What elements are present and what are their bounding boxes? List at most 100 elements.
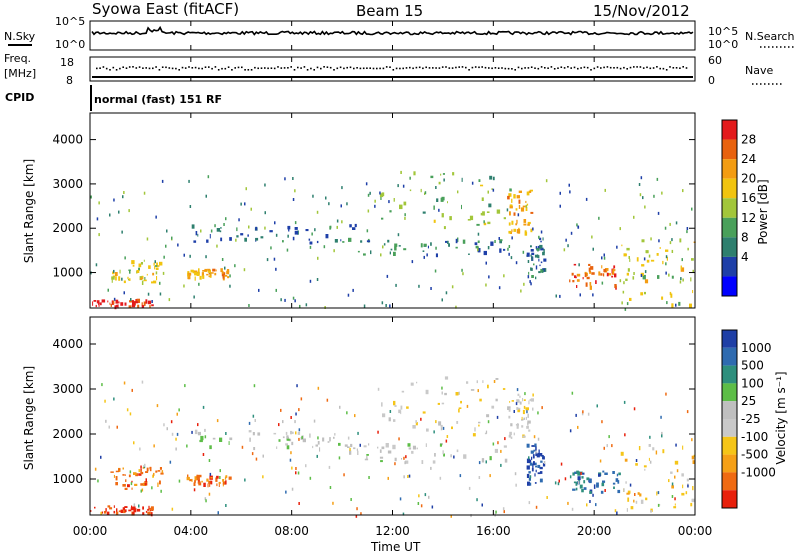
scatter-cell [579, 293, 581, 297]
scatter-cell [455, 305, 457, 309]
scatter-cell [487, 221, 491, 225]
scatter-cell [410, 382, 414, 386]
scatter-cell [389, 304, 391, 308]
scatter-cell [219, 437, 223, 442]
scatter-cell [531, 445, 535, 447]
scatter-cell [258, 288, 260, 292]
scatter-cell [118, 301, 120, 304]
nave-dot [273, 67, 276, 70]
scatter-cell [484, 432, 487, 435]
scatter-cell [159, 292, 162, 296]
scatter-cell [132, 300, 134, 304]
scatter-cell [282, 420, 284, 424]
scatter-cell [650, 259, 655, 262]
scatter-cell [515, 261, 518, 265]
scatter-cell [574, 471, 577, 474]
scatter-cell [666, 256, 668, 261]
scatter-cell [297, 431, 301, 435]
scatter-cell [119, 269, 121, 274]
nave-dot [590, 69, 592, 71]
scatter-cell [216, 483, 218, 487]
scatter-cell [537, 472, 541, 475]
scatter-cell [381, 446, 385, 450]
scatter-cell [500, 463, 502, 467]
scatter-cell [516, 407, 519, 410]
scatter-cell [529, 189, 533, 192]
scatter-cell [514, 472, 517, 476]
scatter-cell [197, 431, 201, 436]
scatter-cell [567, 501, 569, 505]
scatter-cell [221, 271, 224, 274]
scatter-cell [534, 482, 537, 484]
scatter-cell [461, 268, 463, 272]
scatter-cell [291, 487, 294, 491]
nave-dot [659, 67, 661, 70]
scatter-cell [604, 489, 606, 492]
scatter-cell [478, 424, 480, 427]
scatter-cell [563, 248, 566, 252]
scatter-cell [539, 244, 543, 249]
scatter-cell [625, 481, 627, 484]
scatter-cell [515, 208, 518, 211]
scatter-cell [424, 191, 427, 195]
scatter-cell [555, 294, 557, 298]
scatter-cell [340, 239, 342, 242]
scatter-cell [234, 264, 236, 268]
colorbar-segment [722, 139, 737, 160]
scatter-cell [155, 470, 158, 473]
scatter-cell [134, 483, 138, 486]
scatter-cell [586, 503, 588, 507]
scatter-cell [629, 258, 631, 262]
scatter-cell [601, 420, 603, 424]
scatter-cell [202, 405, 205, 409]
scatter-cell [292, 177, 294, 180]
scatter-cell [398, 245, 401, 247]
scatter-cell [357, 431, 359, 435]
scatter-cell [409, 176, 411, 180]
scatter-cell [154, 265, 156, 270]
scatter-cell [433, 205, 435, 210]
scatter-cell [442, 450, 444, 455]
scatter-cell [626, 272, 629, 276]
nave-dot [303, 66, 306, 68]
scatter-cell [614, 509, 617, 513]
scatter-cell [516, 388, 519, 392]
scatter-cell [527, 260, 530, 263]
scatter-cell [504, 437, 506, 441]
scatter-cell [412, 425, 416, 429]
y-tick-label: 3000 [52, 177, 83, 191]
nave-dot [606, 66, 609, 68]
scatter-cell [526, 191, 530, 196]
scatter-cell [409, 189, 412, 192]
scatter-cell [109, 507, 113, 510]
scatter-cell [576, 285, 578, 288]
scatter-cell [143, 259, 145, 262]
scatter-cell [308, 238, 311, 241]
scatter-cell [379, 456, 384, 459]
scatter-cell [354, 223, 357, 228]
scatter-cell [427, 245, 429, 249]
scatter-cell [498, 237, 500, 240]
scatter-cell [528, 190, 532, 193]
scatter-cell [431, 505, 434, 509]
colorbar-segment [722, 120, 737, 140]
scatter-cell [294, 299, 296, 303]
scatter-cell [538, 258, 540, 262]
scatter-cell [516, 219, 518, 224]
colorbar-tick-label: 16 [741, 191, 756, 205]
colorbar-frame [721, 329, 738, 509]
scatter-cell [471, 181, 474, 185]
scatter-cell [224, 476, 227, 480]
colorbar-frame [721, 119, 738, 297]
scatter-cell [137, 508, 141, 512]
scatter-cell [190, 269, 194, 273]
nave-dot [685, 67, 688, 69]
scatter-cell [595, 280, 597, 284]
scatter-cell [613, 486, 615, 489]
colorbar-tick-label: 1000 [741, 341, 772, 355]
scatter-cell [240, 202, 242, 206]
scatter-cell [392, 444, 396, 450]
scatter-cell [403, 248, 407, 251]
scatter-cell [118, 510, 122, 513]
scatter-cell [404, 213, 406, 217]
